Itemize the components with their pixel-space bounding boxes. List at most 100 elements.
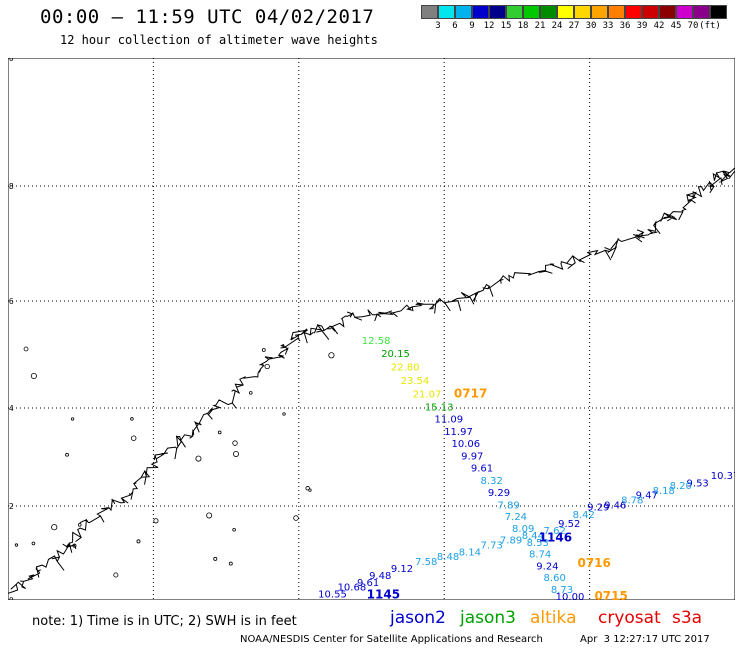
pass-time-label: 0717 [454,386,487,400]
island-outline [282,412,286,416]
swh-value-label: 8.18 [653,486,675,497]
color-swatch [642,5,659,19]
island-outline [136,539,141,544]
swh-value-label: 9.12 [391,564,413,575]
island-outline [14,543,19,547]
island-outline [308,488,312,492]
color-legend-label: 70 [687,21,699,31]
swh-value-label: 7.89 [500,536,522,547]
wave-height-map: 706866646260-45-42-39-36-33-30 12.5820.1… [8,58,735,600]
color-swatch [421,5,438,19]
color-swatch [608,5,625,19]
island-outline [51,524,58,531]
map-tick-labels: 706866646260-45-42-39-36-33-30 [8,58,14,600]
swh-value-label: 8.78 [621,496,643,507]
color-legend-label: 42 [653,21,665,31]
swh-value-label: 9.47 [636,491,658,502]
island-outline [213,556,218,561]
swh-value-label: 9.53 [687,478,709,489]
color-swatch [557,5,574,19]
lat-tick-label: 64 [8,404,14,413]
color-legend-label: 33 [602,21,614,31]
island-outline [232,527,236,532]
color-legend-label: 30 [585,21,597,31]
island-outline [264,363,270,370]
swh-value-label: 7.73 [481,540,503,551]
lat-tick-label: 68 [8,182,14,191]
color-swatch [438,5,455,19]
island-outline [248,391,253,395]
swh-value-label: 8.09 [512,524,534,535]
color-swatch [591,5,608,19]
map-frame [8,58,735,600]
swh-value-label: 7.58 [415,557,437,568]
footer-date: Apr 3 12:27:17 UTC 2017 [580,634,710,645]
swh-value-label: 8.14 [459,547,481,558]
island-outline [228,561,233,566]
color-swatch [676,5,693,19]
swh-value-label: 10.00 [556,592,585,600]
island-outline [232,440,238,446]
island-outline [65,452,69,457]
color-swatch [523,5,540,19]
color-legend-label: 15 [500,21,512,31]
swh-value-label: 11.09 [435,415,464,426]
color-legend-label: 6 [452,21,458,31]
swh-value-label: 8.53 [527,538,549,549]
color-legend-label: 18 [517,21,529,31]
swh-value-label: 8.20 [670,481,692,492]
swh-value-label: 7.89 [498,500,520,511]
color-legend-label: (ft) [699,21,721,31]
swh-value-label: 10.06 [451,439,480,450]
island-outline [31,541,36,546]
swh-value-label: 7.62 [544,526,566,537]
swh-value-label: 9.29 [587,503,609,514]
color-legend-label: 36 [619,21,631,31]
island-outline [77,522,82,527]
swh-value-label: 8.73 [551,585,573,596]
color-legend-label: 9 [469,21,475,31]
swh-value-label: 10.68 [338,583,367,594]
swh-value-label: 15.13 [425,402,454,413]
color-swatch [472,5,489,19]
island-outline [293,515,299,521]
swh-value-label: 10.55 [318,590,347,600]
island-outline [328,352,335,359]
island-outline [261,348,266,352]
swh-value-label: 8.42 [573,510,595,521]
lat-tick-label: 70 [8,58,14,63]
island-outline [23,346,29,352]
swh-value-label: 11.97 [444,427,473,438]
footer-credit: NOAA/NESDIS Center for Satellite Applica… [240,634,543,645]
color-legend-label: 45 [670,21,682,31]
color-swatch [455,5,472,19]
greenland-coastline [8,167,735,594]
color-legend-label: 3 [435,21,441,31]
swh-value-label: 9.24 [536,561,558,572]
swh-value-label: 9.52 [558,519,580,530]
color-swatch [693,5,710,19]
satellite-legend-cryosat: cryosat [598,608,661,628]
color-legend-label: 21 [534,21,546,31]
swh-value-label: 12.58 [362,336,391,347]
swh-value-label: 8.74 [529,550,551,561]
island-outline [232,450,239,457]
color-swatch [625,5,642,19]
color-legend-labels: 3 6 9 12 15 18 21 24 27 30 33 36 39 42 45 70 (ft) [421,19,727,33]
satellite-legend-altika: altika [530,608,577,628]
pass-time-label: 0715 [594,589,627,600]
note-text: note: 1) Time is in UTC; 2) SWH is in fe… [32,614,297,629]
satellite-legend-jason3: jason3 [460,608,516,628]
island-outline [130,417,134,421]
color-legend-label: 12 [483,21,495,31]
swh-value-label: 21.07 [413,389,442,400]
color-swatch [506,5,523,19]
satellite-legend-s3a: s3a [672,608,703,628]
swh-labels: 12.5820.1522.8023.5421.0715.13071711.091… [318,336,735,600]
pass-time-label: 1145 [367,588,400,600]
swh-value-label: 8.60 [544,573,566,584]
color-swatch [489,5,506,19]
island-outline [305,486,310,491]
swh-value-label: 7.24 [505,512,527,523]
pass-time-label: 1146 [539,530,572,544]
